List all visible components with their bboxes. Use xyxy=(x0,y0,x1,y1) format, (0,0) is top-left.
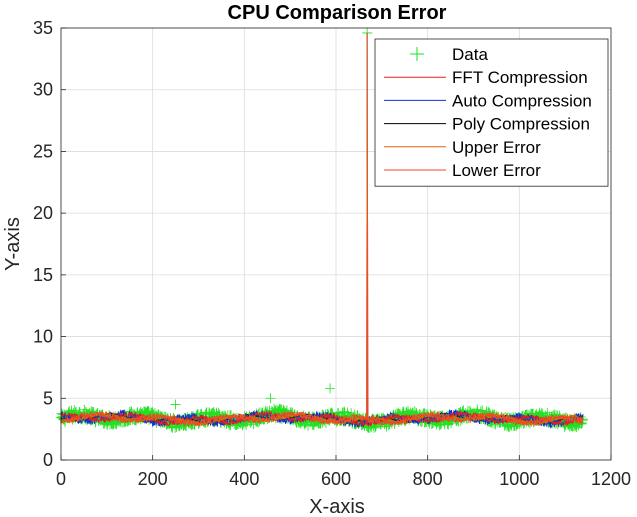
legend-label: Data xyxy=(452,45,488,64)
x-tick-label: 400 xyxy=(229,469,259,489)
y-tick-label: 30 xyxy=(33,80,53,100)
legend-item: Upper Error xyxy=(384,138,541,157)
legend-label: Poly Compression xyxy=(452,115,590,134)
series-line xyxy=(60,220,584,427)
legend-item: FFT Compression xyxy=(384,68,588,87)
legend: Data FFT Compression Auto Compression Poly … xyxy=(374,38,609,187)
x-tick-label: 600 xyxy=(321,469,351,489)
x-tick-label: 200 xyxy=(138,469,168,489)
y-tick-label: 10 xyxy=(33,327,53,347)
legend-item: Lower Error xyxy=(384,161,541,180)
legend-label: Lower Error xyxy=(452,161,541,180)
y-tick-label: 0 xyxy=(43,450,53,470)
legend-box xyxy=(374,38,609,187)
ticks: 0 200 400 600 800 1000 1200 0 5 10 15 20 25 30 35 xyxy=(33,18,631,489)
y-tick-label: 5 xyxy=(43,388,53,408)
x-tick-label: 0 xyxy=(56,469,66,489)
legend-item: Auto Compression xyxy=(384,91,592,110)
y-tick-label: 35 xyxy=(33,18,53,38)
legend-label: Upper Error xyxy=(452,138,541,157)
chart-title: CPU Comparison Error xyxy=(228,2,447,24)
series-line xyxy=(60,32,584,427)
x-tick-label: 1200 xyxy=(591,469,631,489)
series-upper-error xyxy=(60,32,584,427)
y-tick-label: 20 xyxy=(33,203,53,223)
y-tick-label: 15 xyxy=(33,265,53,285)
legend-label: FFT Compression xyxy=(452,68,588,87)
x-axis-label: X-axis xyxy=(309,496,365,517)
x-tick-label: 1000 xyxy=(499,469,539,489)
legend-label: Auto Compression xyxy=(452,91,592,110)
legend-marker xyxy=(410,47,424,61)
y-axis-label: Y-axis xyxy=(2,217,24,271)
series-lower-error xyxy=(60,220,584,427)
x-tick-label: 800 xyxy=(413,469,443,489)
legend-item: Poly Compression xyxy=(384,115,590,134)
y-tick-label: 25 xyxy=(33,141,53,161)
legend-item: Data xyxy=(410,45,488,64)
